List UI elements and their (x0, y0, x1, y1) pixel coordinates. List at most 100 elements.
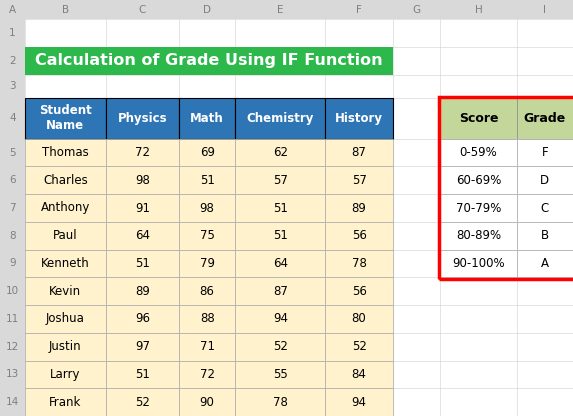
Bar (325, 166, 393, 194)
Text: Charles: Charles (43, 174, 88, 187)
Text: 91: 91 (135, 201, 150, 215)
Text: History: History (335, 112, 383, 125)
Bar (106, 305, 179, 333)
Bar (25, 361, 106, 388)
Text: Anthony: Anthony (41, 201, 90, 215)
Bar (440, 98, 517, 139)
Bar (25, 98, 106, 139)
Text: Score: Score (459, 112, 498, 125)
Text: 51: 51 (135, 368, 150, 381)
Bar (325, 388, 393, 416)
Bar (25, 277, 106, 305)
Text: 72: 72 (199, 368, 215, 381)
Text: I: I (543, 5, 547, 15)
Bar (325, 361, 393, 388)
Bar (179, 333, 236, 361)
Bar (325, 194, 393, 222)
Text: Kenneth: Kenneth (41, 257, 89, 270)
Bar (236, 333, 325, 361)
Bar (179, 305, 236, 333)
Text: Calculation of Grade Using IF Function: Calculation of Grade Using IF Function (35, 53, 383, 68)
Text: 2: 2 (9, 56, 15, 66)
Bar (325, 250, 393, 277)
Bar (179, 361, 236, 388)
Text: Chemistry: Chemistry (246, 112, 314, 125)
Text: C: C (541, 201, 549, 215)
Bar (106, 222, 179, 250)
Text: 78: 78 (273, 396, 288, 409)
Text: 12: 12 (6, 342, 19, 352)
Bar (179, 250, 236, 277)
Text: 62: 62 (273, 146, 288, 159)
Bar (325, 305, 393, 333)
Text: 80-89%: 80-89% (456, 229, 501, 242)
Text: E: E (277, 5, 284, 15)
Text: H: H (474, 5, 482, 15)
Bar (25, 139, 106, 166)
Text: 94: 94 (352, 396, 367, 409)
Text: Joshua: Joshua (46, 312, 85, 325)
Text: Kevin: Kevin (49, 285, 81, 298)
Text: 64: 64 (273, 257, 288, 270)
Bar (236, 98, 325, 139)
Text: 51: 51 (135, 257, 150, 270)
Bar (517, 139, 573, 166)
Bar (440, 194, 517, 222)
Text: 55: 55 (273, 368, 288, 381)
Bar (325, 277, 393, 305)
Text: 57: 57 (352, 174, 367, 187)
Text: 51: 51 (200, 174, 214, 187)
Text: Thomas: Thomas (42, 146, 89, 159)
Bar (440, 139, 517, 166)
Bar (0, 0, 573, 19)
Text: 72: 72 (135, 146, 150, 159)
Bar (106, 388, 179, 416)
Text: 64: 64 (135, 229, 150, 242)
Text: A: A (9, 5, 16, 15)
Bar (106, 166, 179, 194)
Text: 80: 80 (352, 312, 367, 325)
Text: Larry: Larry (50, 368, 81, 381)
Bar (236, 194, 325, 222)
Bar (236, 166, 325, 194)
Text: 86: 86 (200, 285, 214, 298)
Bar (517, 194, 573, 222)
Bar (179, 388, 236, 416)
Bar (325, 139, 393, 166)
Text: 7: 7 (9, 203, 15, 213)
Bar (106, 250, 179, 277)
Text: G: G (413, 5, 421, 15)
Text: 8: 8 (9, 231, 15, 241)
Bar (236, 222, 325, 250)
Text: 11: 11 (6, 314, 19, 324)
Text: 6: 6 (9, 175, 15, 185)
Bar (179, 277, 236, 305)
Bar (325, 98, 393, 139)
Bar (179, 166, 236, 194)
Text: 69: 69 (199, 146, 215, 159)
Text: 3: 3 (9, 82, 15, 92)
Text: Grade: Grade (524, 112, 566, 125)
Text: B: B (541, 229, 549, 242)
Bar (179, 222, 236, 250)
Text: 75: 75 (200, 229, 214, 242)
Bar (25, 250, 106, 277)
Text: 78: 78 (352, 257, 367, 270)
Text: D: D (540, 174, 550, 187)
Text: 71: 71 (199, 340, 215, 353)
Bar (25, 388, 106, 416)
Bar (25, 222, 106, 250)
Text: 70-79%: 70-79% (456, 201, 501, 215)
Text: 5: 5 (9, 148, 15, 158)
Text: 90-100%: 90-100% (452, 257, 505, 270)
Text: F: F (356, 5, 362, 15)
Bar (236, 305, 325, 333)
Text: Student
Name: Student Name (39, 104, 92, 132)
Text: 97: 97 (135, 340, 150, 353)
Bar (106, 194, 179, 222)
Bar (106, 361, 179, 388)
Text: Math: Math (190, 112, 224, 125)
Bar (25, 305, 106, 333)
Bar (179, 194, 236, 222)
Text: 13: 13 (6, 369, 19, 379)
